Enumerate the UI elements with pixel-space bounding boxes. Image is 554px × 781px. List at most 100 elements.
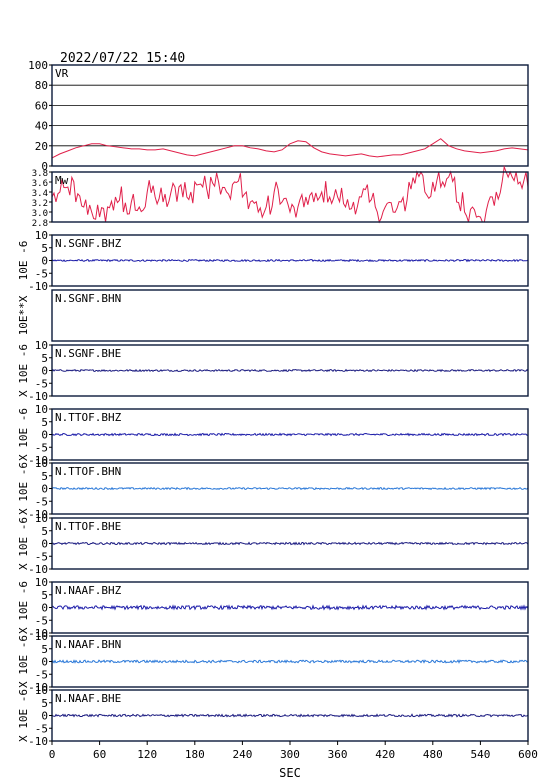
y-axis-label: 10E**X xyxy=(17,295,30,335)
timestamp-header: 2022/07/22 15:40 xyxy=(60,51,185,66)
y-tick-label: -5 xyxy=(35,550,48,563)
y-axis-label: X 10E -6 xyxy=(17,344,30,397)
y-tick-label: 0 xyxy=(41,656,48,669)
y-axis-label: X 10E -6 xyxy=(17,408,30,461)
x-tick-label: 360 xyxy=(328,748,348,761)
y-tick-label: 3.6 xyxy=(32,179,48,189)
waveform-trace xyxy=(51,713,529,718)
y-tick-label: 0 xyxy=(41,710,48,723)
y-tick-label: -10 xyxy=(28,681,48,694)
x-tick-label: 120 xyxy=(137,748,157,761)
y-tick-label: 5 xyxy=(41,589,48,602)
y-tick-label: 10 xyxy=(35,457,48,470)
y-tick-label: 10 xyxy=(35,339,48,352)
y-tick-label: -10 xyxy=(28,390,48,403)
series-line xyxy=(51,165,529,224)
y-tick-label: -10 xyxy=(28,280,48,293)
y-tick-label: -10 xyxy=(28,508,48,521)
waveform-trace xyxy=(51,604,529,611)
y-tick-label: -5 xyxy=(35,722,48,735)
y-tick-label: 0 xyxy=(41,429,48,442)
panel-title: N.TTOF.BHZ xyxy=(55,411,122,424)
panel-title: VR xyxy=(55,67,69,80)
panel-title: N.SGNF.BHN xyxy=(55,292,121,305)
x-tick-label: 0 xyxy=(49,748,56,761)
x-tick-label: 420 xyxy=(375,748,395,761)
y-tick-label: 3.2 xyxy=(32,199,48,209)
y-tick-label: 100 xyxy=(28,59,48,72)
y-tick-label: -10 xyxy=(28,627,48,640)
y-tick-label: -10 xyxy=(28,735,48,748)
y-tick-label: -10 xyxy=(28,454,48,467)
panel-title: N.SGNF.BHZ xyxy=(55,237,122,250)
x-tick-label: 60 xyxy=(93,748,106,761)
y-tick-label: -5 xyxy=(35,441,48,454)
y-tick-label: 60 xyxy=(35,99,48,112)
y-tick-label: 0 xyxy=(41,602,48,615)
y-tick-label: -5 xyxy=(35,668,48,681)
y-tick-label: 0 xyxy=(41,160,48,173)
panel-title: N.NAAF.BHN xyxy=(55,638,121,651)
x-axis-label: SEC xyxy=(279,766,301,780)
x-tick-label: 540 xyxy=(470,748,490,761)
waveform-trace xyxy=(51,486,529,491)
y-tick-label: 5 xyxy=(41,470,48,483)
y-tick-label: -5 xyxy=(35,495,48,508)
y-tick-label: 0 xyxy=(41,483,48,496)
y-tick-label: 10 xyxy=(35,684,48,697)
y-tick-label: 10 xyxy=(35,630,48,643)
y-tick-label: 10 xyxy=(35,229,48,242)
waveform-trace xyxy=(51,432,529,437)
y-tick-label: 40 xyxy=(35,120,48,133)
panel-title: N.TTOF.BHE xyxy=(55,520,121,533)
y-tick-label: 0 xyxy=(41,255,48,268)
panel-title: N.SGNF.BHE xyxy=(55,347,121,360)
y-tick-label: 10 xyxy=(35,576,48,589)
y-tick-label: 3.8 xyxy=(32,169,48,179)
y-tick-label: -5 xyxy=(35,614,48,627)
y-axis-label: 10E -6 xyxy=(17,241,30,281)
y-tick-label: 80 xyxy=(35,79,48,92)
y-tick-label: -5 xyxy=(35,267,48,280)
panel-n-sgnf-bhn: N.SGNF.BHN 10E**X xyxy=(17,289,529,342)
y-tick-label: 0 xyxy=(41,538,48,551)
panel-vr: 0 20 40 60 80 100 VR xyxy=(28,59,529,173)
panel-frame xyxy=(51,171,529,223)
y-tick-label: 2.8 xyxy=(32,219,48,229)
x-tick-label: 240 xyxy=(232,748,252,761)
waveform-trace xyxy=(51,659,529,664)
y-tick-label: 0 xyxy=(41,365,48,378)
x-tick-label: 180 xyxy=(185,748,205,761)
y-tick-label: 5 xyxy=(41,416,48,429)
x-tick-label: 600 xyxy=(518,748,538,761)
panel-title: N.NAAF.BHZ xyxy=(55,584,122,597)
panel-frame xyxy=(51,64,529,167)
y-tick-label: 5 xyxy=(41,643,48,656)
panel-mw: 2.83.03.23.43.63.8 Mw xyxy=(32,165,529,229)
x-axis: 0 60 120 180 240 300 360 420 480 540 600 xyxy=(49,741,538,761)
waveform-trace xyxy=(51,258,529,263)
y-tick-label: 3.0 xyxy=(32,209,48,219)
y-tick-label: 3.4 xyxy=(32,189,48,199)
y-axis-label: X 10E -6 xyxy=(17,689,30,742)
y-tick-label: 10 xyxy=(35,403,48,416)
panel-title: Mw xyxy=(55,174,69,187)
y-axis-label: X 10E -6 xyxy=(17,635,30,688)
y-tick-label: 5 xyxy=(41,525,48,538)
x-tick-label: 300 xyxy=(280,748,300,761)
y-tick-label: 10 xyxy=(35,512,48,525)
y-tick-label: -10 xyxy=(28,563,48,576)
y-tick-label: -5 xyxy=(35,377,48,390)
y-axis-label: X 10E -6 xyxy=(17,581,30,634)
x-tick-label: 480 xyxy=(423,748,443,761)
waveform-trace xyxy=(51,541,529,546)
y-tick-label: 5 xyxy=(41,242,48,255)
